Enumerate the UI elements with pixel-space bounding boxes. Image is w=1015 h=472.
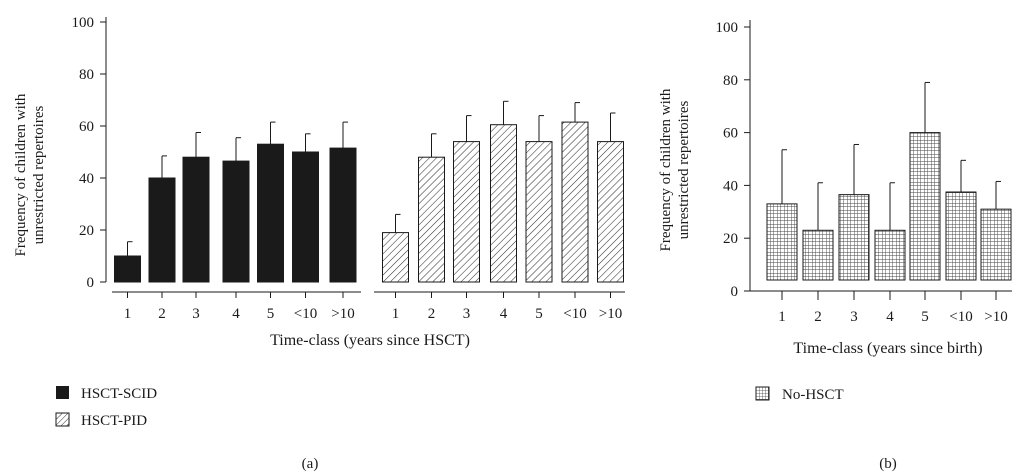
hsct-scid-x-tick-label-2: 2 bbox=[158, 306, 166, 322]
no-hsct-x-tick-label-1: 1 bbox=[778, 309, 786, 325]
panel-b-y-tick-label: 60 bbox=[723, 126, 738, 142]
panel-a-y-tick-label: 80 bbox=[79, 67, 94, 83]
hsct-pid-x-tick-label-4: 4 bbox=[500, 306, 508, 322]
panel-a-y-label-line1: Frequency of children with bbox=[13, 93, 29, 256]
panel-b-label: (b) bbox=[879, 456, 897, 472]
panel-a-label: (a) bbox=[302, 456, 319, 472]
no-hsct-x-tick-label-5: 5 bbox=[921, 309, 929, 325]
hsct-scid-x-tick-label-1: 1 bbox=[124, 306, 132, 322]
no-hsct-x-tick-label-3: 3 bbox=[850, 309, 858, 325]
no-hsct-bars bbox=[766, 81, 1012, 281]
no-hsct-bar bbox=[838, 194, 870, 281]
hsct-pid-x-tick-label-5: 5 bbox=[535, 306, 543, 322]
no-hsct-bar bbox=[945, 191, 977, 281]
legend-label-hsct-pid: HSCT-PID bbox=[81, 413, 147, 429]
no-hsct-bar bbox=[874, 229, 906, 281]
panel-b-y-tick-label: 40 bbox=[723, 178, 738, 194]
hsct-pid-bar bbox=[453, 141, 480, 283]
panel-b-y-label-line1: Frequency of children with bbox=[658, 88, 674, 251]
panel-a-y-tick-label: 0 bbox=[87, 275, 95, 291]
panel-b-y-tick-label: 0 bbox=[731, 284, 739, 300]
hsct-pid-bar bbox=[525, 141, 553, 283]
legend-label-no-hsct: No-HSCT bbox=[782, 387, 844, 403]
hsct-pid-bars bbox=[382, 100, 624, 283]
hsct-scid-x-tick-label-lt10: <10 bbox=[294, 306, 317, 322]
panel-b-y-tick-label: 100 bbox=[716, 20, 739, 36]
hsct-pid-x-tick-label-lt10: <10 bbox=[563, 306, 586, 322]
no-hsct-bar bbox=[980, 208, 1012, 281]
hsct-scid-bar bbox=[257, 143, 284, 283]
hsct-scid-bar bbox=[292, 151, 319, 283]
no-hsct-bar bbox=[766, 203, 798, 281]
panel-b-y-tick-label: 80 bbox=[723, 73, 738, 89]
no-hsct-bar bbox=[802, 229, 834, 281]
legend-swatch-no-hsct bbox=[755, 386, 770, 401]
legend-swatch-hsct-pid bbox=[55, 412, 70, 427]
legend-label-hsct-scid: HSCT-SCID bbox=[81, 386, 157, 402]
panel-a-y-axis: 0 20 40 60 80 100 bbox=[72, 15, 107, 291]
panel-a-x-label: Time-class (years since HSCT) bbox=[270, 332, 470, 349]
hsct-scid-bar bbox=[222, 160, 250, 283]
hsct-scid-x-tick-label-gt10: >10 bbox=[331, 306, 354, 322]
panel-a-y-tick-label: 40 bbox=[79, 171, 94, 187]
hsct-pid-bar bbox=[561, 121, 589, 283]
hsct-scid-bar bbox=[182, 156, 210, 283]
hsct-scid-bar bbox=[148, 177, 176, 283]
hsct-scid-x-tick-label-3: 3 bbox=[192, 306, 200, 322]
panel-b-y-label-line2: unrestricted repertoires bbox=[676, 100, 692, 239]
panel-a-chart: 0 20 40 60 80 100 1 2 3 4 5 <10 >10 1 2 3 4 5 <10 >10 Freq… bbox=[13, 15, 625, 349]
panel-a-y-tick-label: 100 bbox=[72, 15, 95, 31]
no-hsct-x-tick-label-4: 4 bbox=[886, 309, 894, 325]
no-hsct-x-tick-label-gt10: >10 bbox=[984, 309, 1007, 325]
hsct-pid-bar bbox=[597, 141, 624, 283]
panel-b-chart: 0 20 40 60 80 100 1 2 3 4 5 <10 >10 Frequency of ch… bbox=[658, 20, 1012, 357]
panel-b-legend: No-HSCT bbox=[755, 386, 844, 403]
no-hsct-x-tick-label-2: 2 bbox=[814, 309, 822, 325]
panel-b-x-label: Time-class (years since birth) bbox=[793, 340, 982, 357]
panel-a-x-axis: 1 2 3 4 5 <10 >10 1 2 3 4 5 <10 >10 bbox=[112, 291, 625, 322]
panel-b-y-tick-label: 20 bbox=[723, 231, 738, 247]
hsct-pid-bar bbox=[382, 232, 409, 283]
panel-a-y-tick-label: 60 bbox=[79, 119, 94, 135]
hsct-scid-x-tick-label-4: 4 bbox=[232, 306, 240, 322]
no-hsct-x-tick-label-lt10: <10 bbox=[949, 309, 972, 325]
panel-a-y-label-line2: unrestricted repertoires bbox=[31, 105, 47, 244]
hsct-pid-x-tick-label-3: 3 bbox=[463, 306, 471, 322]
hsct-pid-bar bbox=[418, 156, 445, 283]
panel-a-y-tick-label: 20 bbox=[79, 223, 94, 239]
panel-a-legend: HSCT-SCID HSCT-PID bbox=[55, 386, 157, 429]
hsct-pid-x-tick-label-1: 1 bbox=[392, 306, 400, 322]
no-hsct-bar bbox=[909, 132, 941, 281]
legend-swatch-hsct-scid bbox=[56, 386, 69, 399]
panel-b-y-axis: 0 20 40 60 80 100 bbox=[716, 20, 751, 300]
hsct-scid-x-tick-label-5: 5 bbox=[267, 306, 275, 322]
hsct-scid-bar bbox=[114, 255, 141, 283]
panel-b-x-axis: 1 2 3 4 5 <10 >10 bbox=[750, 290, 1012, 325]
hsct-scid-bars bbox=[114, 121, 357, 283]
hsct-pid-x-tick-label-gt10: >10 bbox=[599, 306, 622, 322]
hsct-scid-bar bbox=[329, 147, 357, 283]
hsct-pid-bar bbox=[490, 124, 517, 283]
hsct-pid-x-tick-label-2: 2 bbox=[428, 306, 436, 322]
